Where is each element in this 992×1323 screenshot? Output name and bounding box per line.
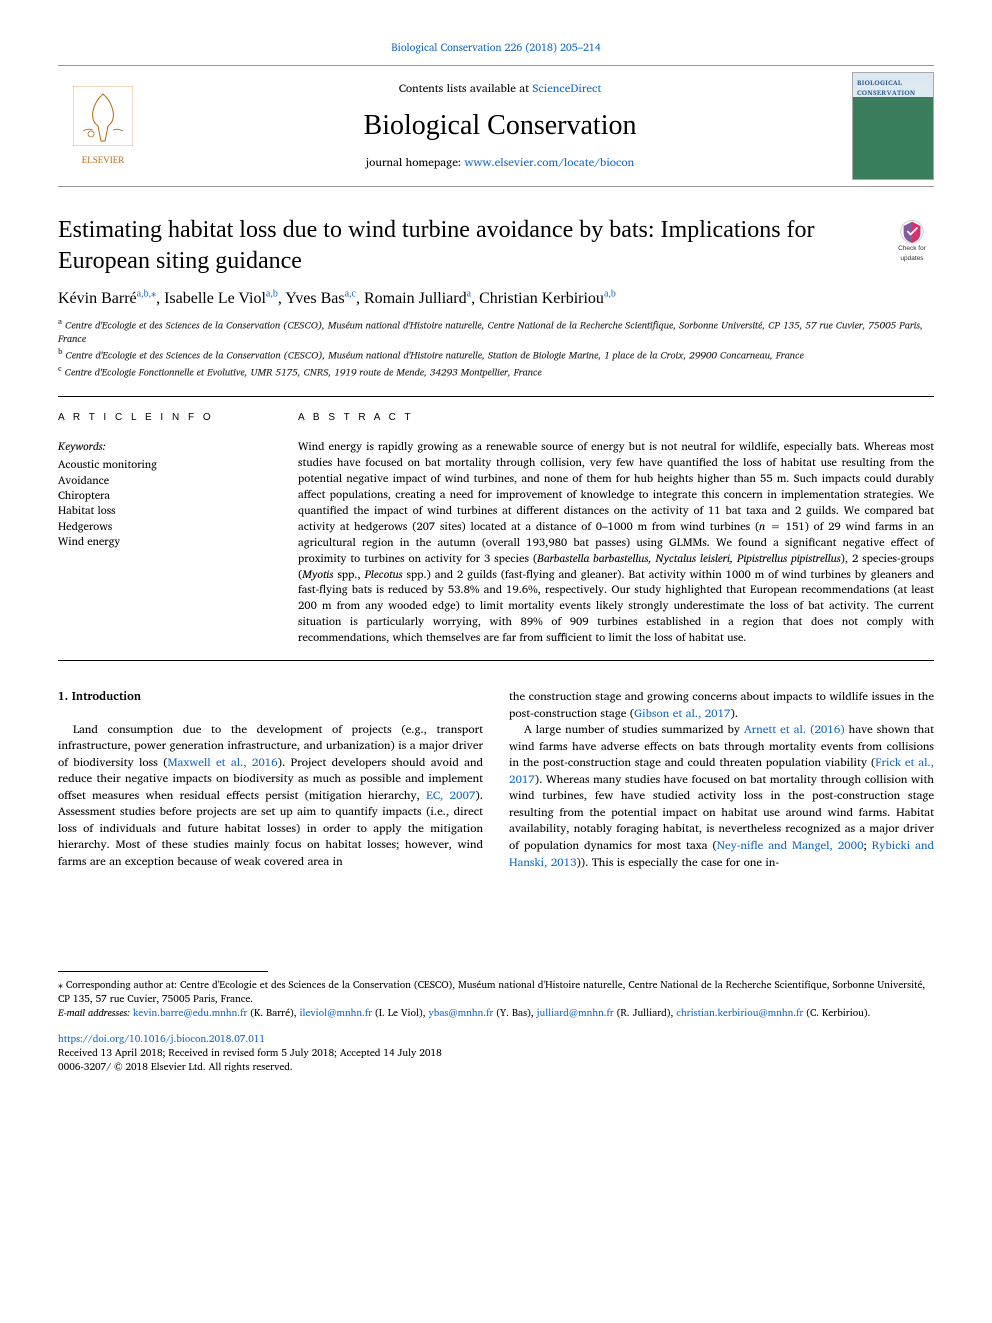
journal-title: Biological Conservation xyxy=(148,106,852,147)
abstract-head: A B S T R A C T xyxy=(298,411,934,426)
corr-author-text: ⁎ Corresponding author at: Centre d'Ecol… xyxy=(58,978,934,1006)
intro-para-1-cont: the construction stage and growing conce… xyxy=(509,689,934,722)
affiliation-b: Centre d'Ecologie et des Sciences de la … xyxy=(65,348,803,364)
author-5: Christian Kerbiriou xyxy=(479,290,604,307)
affiliations: a Centre d'Ecologie et des Sciences de l… xyxy=(58,316,934,380)
abstract-text: Wind energy is rapidly growing as a rene… xyxy=(298,439,934,646)
author-email[interactable]: kevin.barre@edu.mnhn.fr xyxy=(133,1005,247,1021)
sciencedirect-link[interactable]: ScienceDirect xyxy=(532,79,601,98)
abstract: A B S T R A C T Wind energy is rapidly g… xyxy=(298,411,934,646)
authors: Kévin Barréa,b,⁎, Isabelle Le Viola,b, Y… xyxy=(58,287,934,310)
author-5-aff[interactable]: a,b xyxy=(604,288,616,299)
email-label: E-mail addresses: xyxy=(58,1005,130,1021)
author-3: Yves Bas xyxy=(285,290,344,307)
homepage-link[interactable]: www.elsevier.com/locate/biocon xyxy=(464,153,634,172)
check-updates-badge[interactable]: Check for updates xyxy=(890,219,934,263)
affiliation-c: Centre d'Ecologie Fonctionnelle et Evolu… xyxy=(65,364,542,380)
check-updates-label: Check for updates xyxy=(890,244,934,263)
author-3-aff[interactable]: a,c xyxy=(345,288,356,299)
author-email[interactable]: ybas@mnhn.fr xyxy=(428,1005,493,1021)
masthead: ELSEVIER Contents lists available at Sci… xyxy=(58,65,934,187)
author-email[interactable]: julliard@mnhn.fr xyxy=(537,1005,614,1021)
homepage-label: journal homepage: xyxy=(366,153,465,172)
lists-text: Contents lists available at xyxy=(399,79,533,98)
intro-heading: 1. Introduction xyxy=(58,689,483,706)
footnote-rule xyxy=(58,971,268,972)
author-4: Romain Julliard xyxy=(364,290,467,307)
author-1-aff[interactable]: a,b,⁎ xyxy=(137,288,156,299)
header-citation-link[interactable]: Biological Conservation 226 (2018) 205–2… xyxy=(391,38,600,56)
article-title: Estimating habitat loss due to wind turb… xyxy=(58,215,874,276)
article-info-head: A R T I C L E I N F O xyxy=(58,411,258,426)
author-email[interactable]: ileviol@mnhn.fr xyxy=(299,1005,372,1021)
article-header: Estimating habitat loss due to wind turb… xyxy=(58,215,934,276)
author-2-aff[interactable]: a,b xyxy=(266,288,278,299)
keywords-label: Keywords: xyxy=(58,439,258,455)
publisher-logo: ELSEVIER xyxy=(58,78,148,174)
article-footer-info: https://doi.org/10.1016/j.biocon.2018.07… xyxy=(58,1032,934,1074)
received-dates: Received 13 April 2018; Received in revi… xyxy=(58,1046,934,1060)
column-left: 1. Introduction Land consumption due to … xyxy=(58,689,483,871)
affiliation-a: Centre d'Ecologie et des Sciences de la … xyxy=(58,317,923,347)
masthead-center: Contents lists available at ScienceDirec… xyxy=(148,81,852,171)
elsevier-tree-icon xyxy=(73,86,133,146)
check-updates-icon xyxy=(894,219,930,244)
author-1: Kévin Barré xyxy=(58,290,137,307)
author-4-aff[interactable]: a xyxy=(467,288,471,299)
article-info: A R T I C L E I N F O Keywords: Acoustic… xyxy=(58,411,258,646)
author-email[interactable]: christian.kerbiriou@mnhn.fr xyxy=(676,1005,803,1021)
column-right: the construction stage and growing conce… xyxy=(509,689,934,871)
intro-para-1: Land consumption due to the development … xyxy=(58,722,483,871)
journal-cover-image xyxy=(853,97,933,179)
info-abstract-row: A R T I C L E I N F O Keywords: Acoustic… xyxy=(58,411,934,646)
journal-cover xyxy=(852,72,934,180)
email-addresses: E-mail addresses: kevin.barre@edu.mnhn.f… xyxy=(58,1006,934,1020)
keywords-list: Acoustic monitoring Avoidance Chiroptera… xyxy=(58,457,258,549)
intro-para-2: A large number of studies summarized by … xyxy=(509,722,934,871)
main-body: 1. Introduction Land consumption due to … xyxy=(58,689,934,871)
copyright: 0006-3207/ © 2018 Elsevier Ltd. All righ… xyxy=(58,1060,934,1074)
corresponding-author-footnote: ⁎ Corresponding author at: Centre d'Ecol… xyxy=(58,978,934,1020)
header-citation: Biological Conservation 226 (2018) 205–2… xyxy=(58,40,934,55)
author-2: Isabelle Le Viol xyxy=(164,290,266,307)
keyword: Wind energy xyxy=(58,534,258,549)
publisher-name: ELSEVIER xyxy=(73,154,133,167)
